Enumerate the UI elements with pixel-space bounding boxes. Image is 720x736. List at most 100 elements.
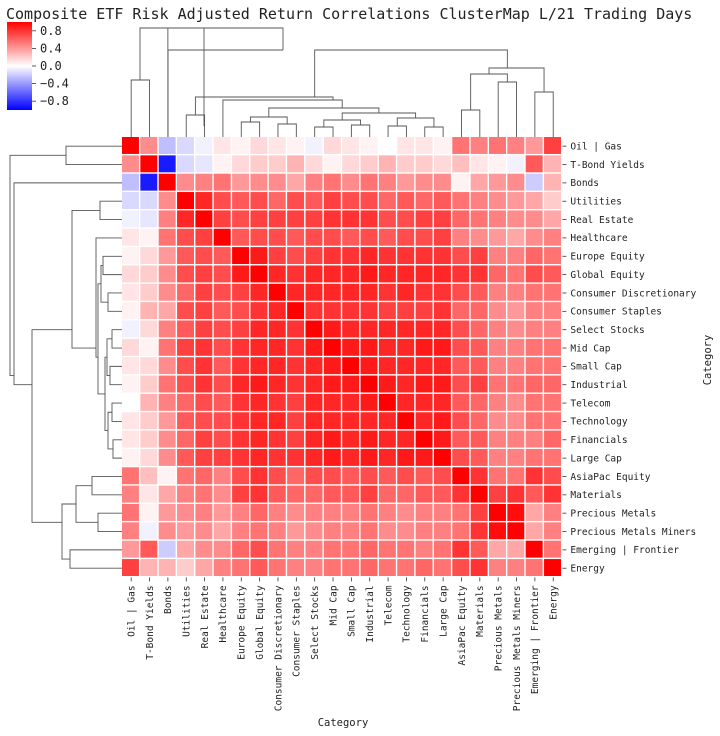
heatmap-cell [342,540,360,558]
heatmap-cell [452,338,470,356]
heatmap-cell [232,265,250,283]
heatmap-cell [489,283,506,301]
heatmap-cell [507,155,525,173]
heatmap-cell [433,338,451,356]
heatmap-cell [470,302,488,320]
heatmap-cell [140,448,158,466]
heatmap-cell [507,210,525,228]
heatmap-cell [195,320,213,338]
heatmap-cell [452,357,470,375]
heatmap-cell [433,559,451,576]
heatmap-cell [544,338,561,356]
heatmap-cell [287,302,305,320]
heatmap-cell [397,320,415,338]
heatmap-cell [323,485,341,503]
heatmap-cell [287,448,305,466]
heatmap-cell [470,540,488,558]
heatmap-cell [122,302,139,320]
heatmap-cell [507,247,525,265]
heatmap-cell [544,228,561,246]
column-dendrogram-link [341,112,417,120]
column-dendrogram-link [185,114,206,137]
heatmap-cell [433,522,451,540]
heatmap-cell [287,155,305,173]
heatmap-cell [250,357,268,375]
heatmap-cell [378,559,396,576]
heatmap-cell [415,283,433,301]
heatmap-cell [250,302,268,320]
column-label: Bonds [163,585,174,614]
row-label: Financials [570,435,627,446]
heatmap-cell [323,320,341,338]
heatmap-cell [232,540,250,558]
heatmap-cell [287,137,305,154]
heatmap-cell [323,283,341,301]
heatmap-cell [250,485,268,503]
heatmap-cell [415,448,433,466]
heatmap-cell [360,448,378,466]
heatmap-cell [122,448,139,466]
heatmap-cell [323,247,341,265]
heatmap-cell [195,210,213,228]
heatmap-cell [342,522,360,540]
row-dendrogram-link [112,439,122,459]
heatmap-cell [525,504,543,521]
heatmap-cell [433,375,451,393]
heatmap-cell [287,320,305,338]
heatmap-cell [158,302,176,320]
heatmap-cell [470,210,488,228]
heatmap-cell [397,155,415,173]
heatmap-cell [232,173,250,191]
heatmap-cell [360,522,378,540]
column-dendrogram-link [139,27,284,80]
heatmap-cell [158,228,176,246]
heatmap-cell [140,192,158,209]
heatmap-cell [342,283,360,301]
heatmap-cell [213,485,231,503]
column-label: Emerging | Frontier [530,585,541,694]
heatmap-cell [525,155,543,173]
heatmap-cell [378,173,396,191]
heatmap-cell [525,228,543,246]
heatmap-cell [415,559,433,576]
heatmap-cell [397,467,415,485]
column-dendrogram-link [194,96,334,115]
row-label: Precious Metals [570,508,656,519]
heatmap-cell [305,430,323,448]
heatmap-cell [433,467,451,485]
heatmap-cell [250,155,268,173]
heatmap-cell [378,375,396,393]
heatmap-cell [158,210,176,228]
heatmap-cell [250,265,268,283]
heatmap-cell [525,302,543,320]
chart-title: Composite ETF Risk Adjusted Return Corre… [6,5,692,23]
heatmap-cell [507,522,525,540]
heatmap-cell [287,393,305,411]
heatmap-cell [433,412,451,430]
heatmap-cell [213,320,231,338]
row-label: Global Equity [570,270,645,281]
heatmap-cell [378,448,396,466]
heatmap-cell [250,448,268,466]
heatmap-cell [250,375,268,393]
row-label: Europe Equity [570,252,645,263]
heatmap-cell [489,467,506,485]
heatmap-cell [342,302,360,320]
heatmap-cell [232,485,250,503]
heatmap-cell [268,504,286,521]
heatmap-cell [360,192,378,209]
heatmap-cell [544,430,561,448]
heatmap-cell [305,320,323,338]
heatmap-cell [268,137,286,154]
heatmap-cell [323,522,341,540]
heatmap-cell [195,559,213,576]
heatmap-cell [213,430,231,448]
row-dendrogram-link [107,292,122,312]
heatmap-cell [378,485,396,503]
heatmap-cell [397,228,415,246]
heatmap-cell [158,393,176,411]
heatmap-cell [268,302,286,320]
heatmap-cell [360,540,378,558]
heatmap-cell [122,155,139,173]
column-label: Energy [549,585,560,620]
